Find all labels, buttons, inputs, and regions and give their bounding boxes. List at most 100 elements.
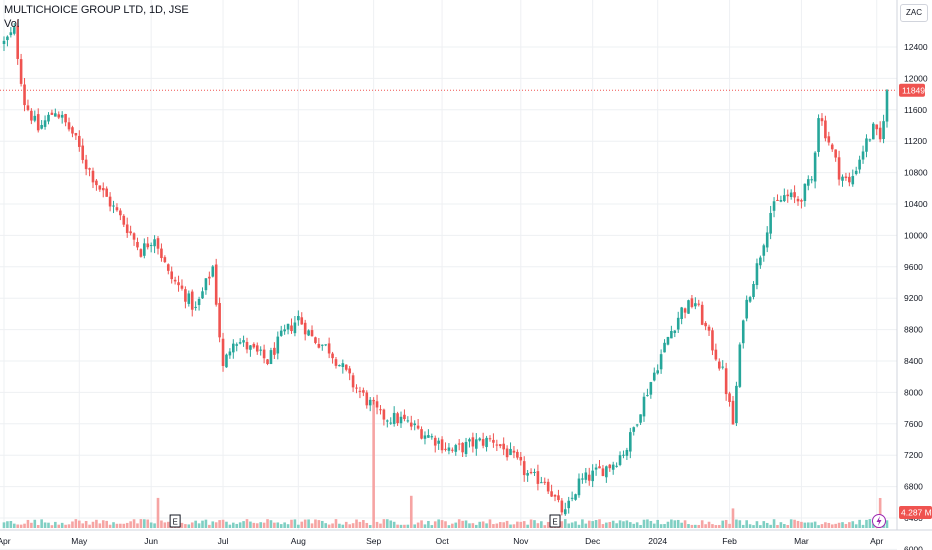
candle — [266, 359, 269, 366]
candle — [47, 112, 50, 125]
volume-bar — [878, 497, 882, 528]
volume-indicator-label[interactable]: Vol — [4, 18, 20, 30]
volume-bar — [149, 522, 153, 528]
candle — [646, 388, 649, 397]
earnings-marker[interactable]: E — [549, 514, 561, 528]
candle — [516, 449, 519, 460]
volume-bar — [43, 522, 47, 528]
volume-bar — [331, 523, 334, 528]
volume-bar — [382, 519, 386, 528]
volume-bar — [232, 522, 235, 528]
candle — [406, 416, 410, 423]
candle — [591, 464, 594, 488]
volume-bar — [464, 520, 468, 528]
volume-bar — [108, 524, 112, 528]
volume-bar — [670, 519, 673, 528]
candle — [57, 111, 61, 120]
volume-bar — [9, 520, 13, 528]
candle — [735, 381, 738, 427]
candle — [184, 286, 187, 309]
candle — [334, 357, 338, 369]
volume-bar — [690, 524, 694, 528]
volume-bar — [245, 519, 249, 528]
candle — [348, 365, 351, 381]
earnings-marker[interactable]: E — [169, 514, 181, 528]
volume-bar — [399, 524, 403, 528]
chart-title: MULTICHOICE GROUP LTD, 1D, JSE — [4, 4, 189, 16]
candle — [77, 130, 81, 152]
volume-bar — [772, 519, 776, 528]
candle — [772, 197, 776, 218]
candle — [293, 316, 297, 337]
candle — [368, 397, 372, 412]
volume-bar — [560, 521, 564, 528]
currency-button[interactable]: ZAC — [900, 4, 928, 22]
candle — [615, 462, 618, 468]
volume-bar — [416, 522, 420, 528]
volume-bar — [629, 522, 632, 528]
candle — [577, 473, 581, 498]
candle — [581, 473, 584, 484]
candle — [673, 330, 677, 338]
candle — [170, 266, 174, 284]
price-axis[interactable]: 12400 12000 11600 11200 10800 10400 10000 9600 9… — [904, 42, 928, 550]
candle — [317, 338, 321, 349]
candle — [468, 437, 471, 448]
volume-bar — [146, 519, 150, 528]
candle — [447, 443, 451, 455]
candle — [399, 411, 403, 428]
candle — [697, 299, 701, 307]
candle — [314, 336, 317, 345]
x-tick-label: Oct — [435, 536, 449, 546]
volume-bar — [122, 523, 126, 528]
candle — [208, 271, 211, 286]
candle — [587, 467, 591, 486]
candle — [481, 432, 485, 449]
volume-bar — [700, 520, 704, 528]
candle — [717, 358, 721, 371]
volume-bar — [372, 402, 375, 528]
candle — [457, 439, 461, 451]
volume-bar — [129, 521, 132, 528]
volume-bar — [598, 519, 601, 528]
volume-bar — [540, 521, 543, 528]
volume-bar — [101, 520, 105, 528]
volume-bar — [362, 520, 365, 528]
volume-bar — [379, 523, 382, 528]
candle — [201, 287, 204, 299]
volume-bar — [6, 521, 9, 528]
candle — [622, 450, 625, 459]
candle — [190, 289, 194, 317]
candle — [536, 464, 540, 491]
candle — [666, 336, 670, 346]
volume-bar — [16, 524, 19, 528]
candle — [882, 114, 885, 144]
time-axis[interactable]: Apr May Jun Jul Aug Sep Oct Nov Dec 2024 Feb Mar Apr — [0, 536, 884, 546]
volume-bar — [290, 519, 293, 528]
candle — [858, 155, 861, 174]
candle — [225, 353, 228, 368]
lightning-icon[interactable] — [872, 514, 886, 528]
candle — [451, 447, 454, 453]
candle — [297, 310, 300, 326]
volume-bar — [694, 524, 697, 528]
candle — [803, 183, 807, 207]
volume-bar — [461, 520, 464, 528]
candle — [26, 99, 30, 112]
volume-bar — [810, 522, 814, 528]
volume-bar — [752, 525, 755, 528]
candle — [851, 169, 855, 187]
volume-bar — [652, 523, 656, 528]
candle — [796, 196, 800, 206]
volume-bar — [454, 522, 458, 528]
volume-bar — [262, 522, 266, 528]
candle — [420, 426, 423, 440]
volume-bar — [115, 523, 119, 528]
candle — [273, 342, 276, 359]
candle — [765, 226, 769, 253]
candle — [101, 182, 105, 198]
candle — [276, 331, 280, 360]
candle — [2, 36, 6, 52]
